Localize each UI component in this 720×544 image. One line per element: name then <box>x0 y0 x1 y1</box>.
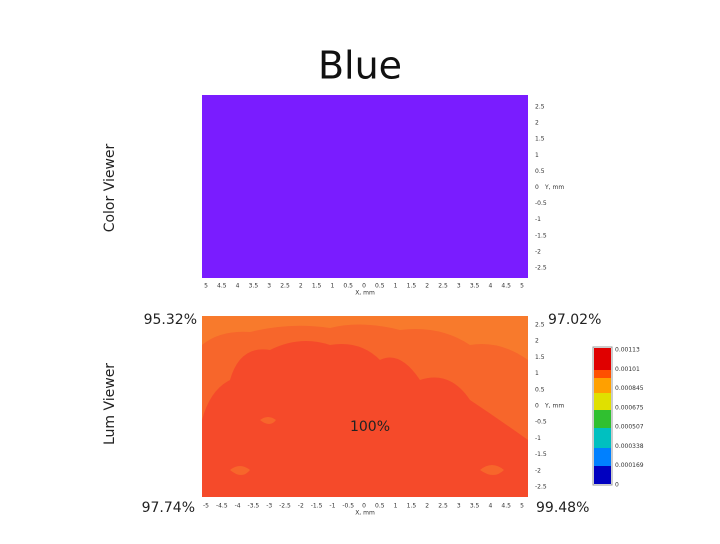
corner-value: 97.74% <box>142 500 195 516</box>
x-tick-label: -5 <box>203 503 209 510</box>
y-tick-label: -1.5 <box>535 451 547 458</box>
y-tick-label: 1 <box>535 152 539 159</box>
y-tick-label: 1.5 <box>535 354 545 361</box>
x-tick-label: -2.5 <box>279 503 291 510</box>
viewer-label: Color Viewer <box>102 143 118 232</box>
y-tick-label: -2.5 <box>535 484 547 491</box>
x-tick-label: 0.5 <box>375 283 385 290</box>
axis-label: Y, mm <box>544 403 564 410</box>
x-tick-label: -4 <box>235 503 241 510</box>
x-tick-label: 0.5 <box>343 283 353 290</box>
x-tick-label: -0.5 <box>342 503 354 510</box>
y-tick-label: -1 <box>535 216 541 223</box>
x-tick-label: 3 <box>457 503 461 510</box>
x-tick-label: -3 <box>266 503 272 510</box>
colorbar-label: 0.000507 <box>615 424 644 431</box>
x-tick-label: 4.5 <box>501 283 511 290</box>
x-tick-label: 2 <box>425 503 429 510</box>
x-tick-label: -1.5 <box>311 503 323 510</box>
colorbar-label: 0.000675 <box>615 404 644 411</box>
y-tick-label: 1 <box>535 370 539 377</box>
y-tick-label: -2 <box>535 248 541 255</box>
x-tick-label: 1 <box>330 283 334 290</box>
x-tick-label: 4.5 <box>501 503 511 510</box>
colorbar-label: 0.00101 <box>615 366 640 373</box>
x-tick-label: 2 <box>425 283 429 290</box>
y-tick-label: 0 <box>535 403 539 410</box>
x-tick-label: 2.5 <box>280 283 290 290</box>
x-tick-label: 4 <box>488 283 492 290</box>
colorbar-label: 0.000338 <box>615 443 644 450</box>
x-tick-label: 1.5 <box>407 283 417 290</box>
x-tick-label: 4 <box>236 283 240 290</box>
x-tick-label: -3.5 <box>248 503 260 510</box>
color-map <box>202 95 528 278</box>
x-tick-label: 0.5 <box>375 503 385 510</box>
axis-label: Y, mm <box>544 184 564 191</box>
y-tick-label: 0 <box>535 184 539 191</box>
x-tick-label: 1 <box>394 503 398 510</box>
x-tick-label: 2 <box>299 283 303 290</box>
x-tick-label: 4 <box>488 503 492 510</box>
x-tick-label: 1 <box>394 283 398 290</box>
x-tick-label: 2.5 <box>438 283 448 290</box>
y-tick-label: -1.5 <box>535 232 547 239</box>
x-tick-label: 3 <box>267 283 271 290</box>
corner-value: 97.02% <box>548 312 601 328</box>
colorbar-label: 0 <box>615 482 619 489</box>
x-tick-label: -2 <box>298 503 304 510</box>
x-tick-label: -1 <box>329 503 335 510</box>
y-tick-label: 2.5 <box>535 322 545 329</box>
lum-map <box>202 316 528 497</box>
x-tick-label: 5 <box>520 283 524 290</box>
axis-label: X, mm <box>355 510 375 517</box>
y-tick-label: 2.5 <box>535 104 545 111</box>
y-tick-label: -0.5 <box>535 200 547 207</box>
slide-title: Blue <box>318 44 402 88</box>
y-tick-label: -2 <box>535 467 541 474</box>
x-tick-label: 2.5 <box>438 503 448 510</box>
colorbar <box>592 346 613 486</box>
y-tick-label: 2 <box>535 120 539 127</box>
x-tick-label: 4.5 <box>217 283 227 290</box>
x-tick-label: 1.5 <box>312 283 322 290</box>
colorbar-label: 0.00113 <box>615 347 640 354</box>
x-tick-label: 3.5 <box>470 503 480 510</box>
x-tick-label: 0 <box>362 503 366 510</box>
x-tick-label: 3.5 <box>249 283 259 290</box>
x-tick-label: 0 <box>362 283 366 290</box>
center-value: 100% <box>350 419 390 435</box>
colorbar-label: 0.000169 <box>615 462 644 469</box>
y-tick-label: -0.5 <box>535 419 547 426</box>
y-tick-label: 2 <box>535 338 539 345</box>
colorbar-label: 0.000845 <box>615 385 644 392</box>
corner-value: 95.32% <box>144 312 197 328</box>
viewer-label: Lum Viewer <box>102 363 118 445</box>
x-tick-label: 5 <box>204 283 208 290</box>
axis-label: X, mm <box>355 290 375 297</box>
x-tick-label: 1.5 <box>407 503 417 510</box>
x-tick-label: 5 <box>520 503 524 510</box>
y-tick-label: 1.5 <box>535 136 545 143</box>
y-tick-label: -2.5 <box>535 265 547 272</box>
y-tick-label: -1 <box>535 435 541 442</box>
corner-value: 99.48% <box>536 500 589 516</box>
x-tick-label: -4.5 <box>216 503 228 510</box>
x-tick-label: 3 <box>457 283 461 290</box>
y-tick-label: 0.5 <box>535 386 545 393</box>
y-tick-label: 0.5 <box>535 168 545 175</box>
x-tick-label: 3.5 <box>470 283 480 290</box>
